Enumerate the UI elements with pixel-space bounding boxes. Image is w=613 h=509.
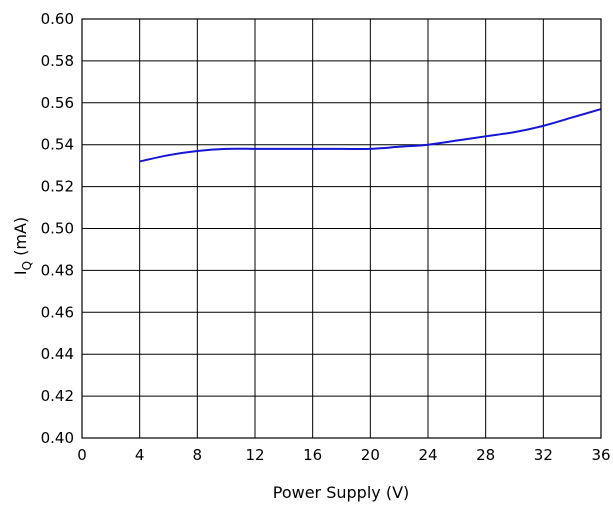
y-tick-label: 0.40	[41, 429, 74, 447]
y-axis-title-main: I	[11, 270, 30, 275]
y-tick-label: 0.54	[41, 136, 74, 154]
y-axis-ticks: 0.40 0.42 0.44 0.46 0.48 0.50 0.52 0.54 0.56 0.58…	[41, 10, 74, 447]
x-tick-label: 28	[476, 446, 495, 464]
y-tick-label: 0.48	[41, 261, 74, 279]
y-axis-title-unit: (mA)	[11, 217, 30, 261]
grid	[81, 18, 602, 439]
x-axis-title: Power Supply (V)	[273, 483, 410, 502]
x-tick-label: 8	[193, 446, 203, 464]
y-tick-label: 0.46	[41, 303, 74, 321]
plot-frame	[81, 18, 602, 439]
y-tick-label: 0.44	[41, 345, 74, 363]
x-tick-label: 12	[245, 446, 264, 464]
y-axis-title-sub: Q	[20, 261, 34, 270]
x-tick-label: 36	[591, 446, 610, 464]
x-tick-label: 0	[77, 446, 87, 464]
y-tick-label: 0.58	[41, 52, 74, 70]
y-tick-label: 0.52	[41, 178, 74, 196]
x-tick-label: 20	[361, 446, 380, 464]
series-line	[139, 108, 602, 163]
x-tick-label: 24	[418, 446, 437, 464]
x-axis-ticks: 0 4 8 12 16 20 24 28 32 36	[77, 446, 610, 464]
x-tick-label: 4	[135, 446, 145, 464]
y-tick-label: 0.50	[41, 220, 74, 238]
y-tick-label: 0.42	[41, 387, 74, 405]
series-layer	[139, 108, 602, 163]
x-tick-label: 32	[534, 446, 553, 464]
y-tick-label: 0.60	[41, 10, 74, 28]
y-tick-label: 0.56	[41, 94, 74, 112]
x-tick-label: 16	[303, 446, 322, 464]
y-axis-title: IQ (mA)	[11, 217, 34, 275]
